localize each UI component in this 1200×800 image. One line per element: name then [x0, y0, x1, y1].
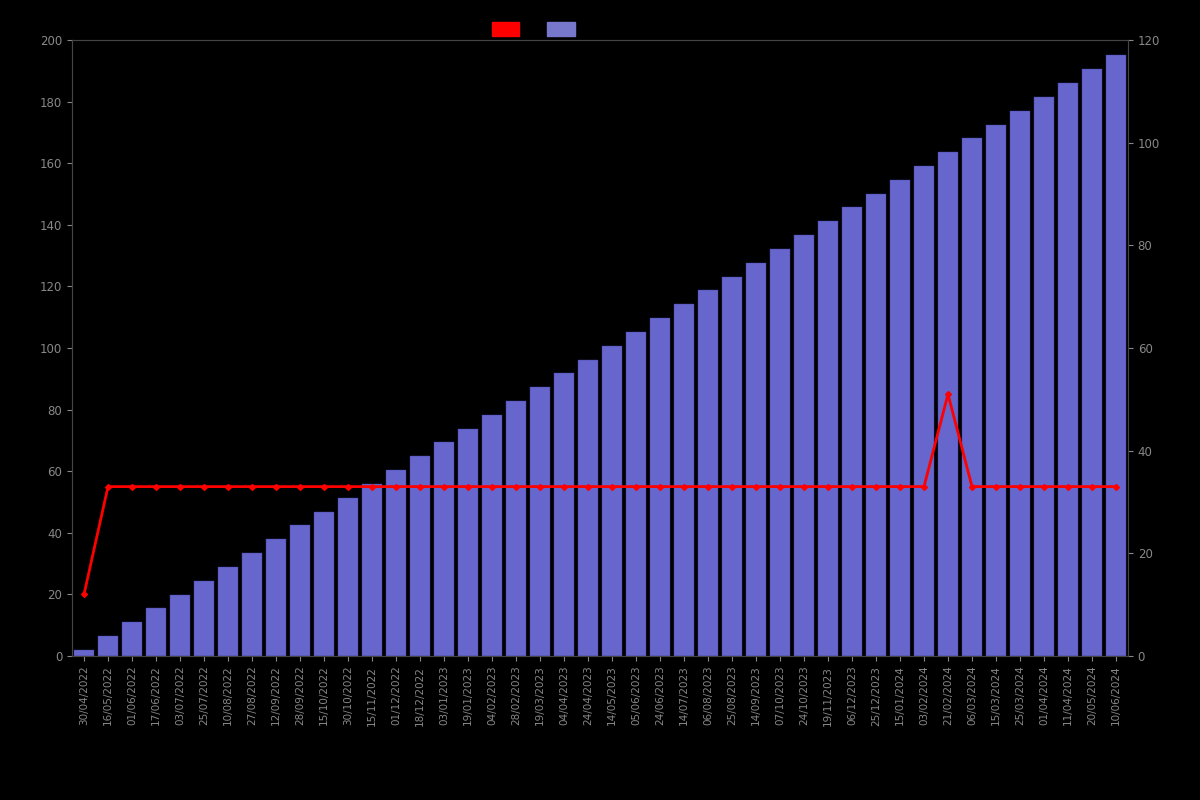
- Bar: [746, 262, 767, 656]
- Bar: [506, 401, 527, 656]
- Bar: [818, 222, 839, 656]
- Bar: [266, 539, 287, 656]
- Bar: [362, 484, 382, 656]
- Bar: [481, 415, 503, 656]
- Bar: [938, 152, 959, 656]
- Bar: [434, 442, 454, 656]
- Bar: [289, 526, 310, 656]
- Bar: [1082, 70, 1103, 656]
- Bar: [601, 346, 623, 656]
- Bar: [794, 235, 815, 656]
- Bar: [98, 636, 118, 656]
- Bar: [122, 622, 142, 656]
- Bar: [409, 456, 430, 656]
- Bar: [386, 470, 406, 656]
- Bar: [338, 498, 358, 656]
- Bar: [962, 138, 983, 656]
- Bar: [1010, 110, 1030, 656]
- Bar: [530, 387, 551, 656]
- Bar: [650, 318, 671, 656]
- Bar: [194, 581, 214, 656]
- Legend: , : ,: [486, 16, 587, 42]
- Bar: [842, 207, 862, 656]
- Bar: [914, 166, 935, 656]
- Bar: [146, 608, 166, 656]
- Bar: [626, 332, 647, 656]
- Bar: [218, 567, 238, 656]
- Bar: [674, 304, 695, 656]
- Bar: [170, 594, 190, 656]
- Bar: [698, 290, 718, 656]
- Bar: [458, 429, 478, 656]
- Bar: [770, 249, 791, 656]
- Bar: [866, 194, 886, 656]
- Bar: [242, 553, 262, 656]
- Bar: [1058, 83, 1079, 656]
- Bar: [986, 125, 1007, 656]
- Bar: [1106, 55, 1127, 656]
- Bar: [74, 650, 94, 656]
- Bar: [578, 359, 599, 656]
- Bar: [722, 277, 742, 656]
- Bar: [890, 180, 911, 656]
- Bar: [553, 374, 575, 656]
- Bar: [313, 511, 334, 656]
- Bar: [1034, 97, 1055, 656]
